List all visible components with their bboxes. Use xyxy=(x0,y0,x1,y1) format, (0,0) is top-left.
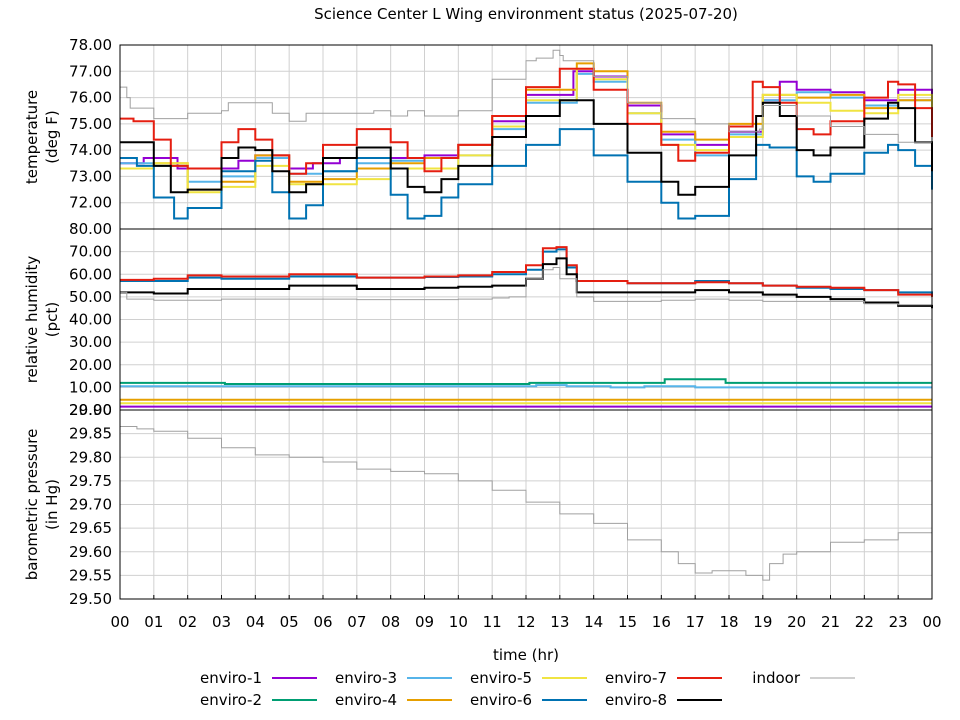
x-tick-label: 00 xyxy=(110,613,129,631)
legend-label-enviro-1: enviro-1 xyxy=(200,669,262,687)
chart-title: Science Center L Wing environment status… xyxy=(314,5,738,23)
legend-label-enviro-3: enviro-3 xyxy=(335,669,397,687)
series-line-enviro-7-humidity xyxy=(120,246,933,297)
y-tick-label: 78.00 xyxy=(69,36,112,54)
x-tick-label: 02 xyxy=(178,613,197,631)
x-tick-label: 07 xyxy=(347,613,366,631)
x-tick-label: 00 xyxy=(922,613,941,631)
y-tick-label: 77.00 xyxy=(69,62,112,80)
y-tick-label: 73.00 xyxy=(69,167,112,185)
series-line-indoor-temperature xyxy=(120,49,933,151)
y-axis-label-pressure: barometric pressure xyxy=(23,429,41,581)
x-tick-label: 23 xyxy=(889,613,908,631)
x-tick-label: 21 xyxy=(821,613,840,631)
x-tick-label: 09 xyxy=(415,613,434,631)
x-tick-label: 08 xyxy=(381,613,400,631)
y-tick-label: 40.00 xyxy=(69,311,112,329)
y-tick-label: 74.00 xyxy=(69,141,112,159)
y-tick-label: 29.75 xyxy=(69,472,112,490)
series-lines xyxy=(120,49,933,581)
y-tick-label: 60.00 xyxy=(69,265,112,283)
x-tick-label: 10 xyxy=(449,613,468,631)
x-tick-label: 22 xyxy=(855,613,874,631)
x-tick-label: 16 xyxy=(652,613,671,631)
series-line-enviro-2-humidity xyxy=(120,378,932,385)
legend-label-enviro-5: enviro-5 xyxy=(470,669,532,687)
y-tick-label: 72.00 xyxy=(69,194,112,212)
y-tick-label: 76.00 xyxy=(69,89,112,107)
y-tick-label: 29.60 xyxy=(69,543,112,561)
legend-label-enviro-8: enviro-8 xyxy=(605,691,667,709)
series-line-enviro-7-temperature xyxy=(120,67,933,175)
y-tick-label: 30.00 xyxy=(69,333,112,351)
y-tick-label-overlap: 80.00 xyxy=(69,220,112,238)
y-tick-label: 29.85 xyxy=(69,425,112,443)
y-axis-label-humidity: relative humidity xyxy=(23,256,41,384)
x-tick-label: 18 xyxy=(719,613,738,631)
y-tick-label-overlap: 29.90 xyxy=(69,401,112,419)
y-axis-labels: temperature (deg F) relative humidity (pct)… xyxy=(23,90,61,580)
y-tick-label: 29.50 xyxy=(69,590,112,608)
x-tick-label: 12 xyxy=(516,613,535,631)
series-line-enviro-6-humidity xyxy=(120,248,933,295)
y-tick-label: 70.00 xyxy=(69,243,112,261)
x-tick-label: 01 xyxy=(144,613,163,631)
series-line-enviro-8-temperature xyxy=(120,99,933,196)
x-tick-label: 13 xyxy=(550,613,569,631)
y-tick-label: 75.00 xyxy=(69,115,112,133)
legend: enviro-1 enviro-2 enviro-3 enviro-4 enviro-5… xyxy=(200,669,855,709)
y-tick-labels: 72.00 73.00 74.00 75.00 76.00 77.00 78.00 80.00… xyxy=(69,36,112,608)
y-axis-label-temperature: (deg F) xyxy=(43,110,61,163)
y-axis-label-temperature: temperature xyxy=(23,90,41,184)
x-tick-label: 04 xyxy=(246,613,265,631)
y-tick-label: 29.80 xyxy=(69,448,112,466)
x-tick-label: 05 xyxy=(280,613,299,631)
y-tick-label-overlap: 20.00 xyxy=(69,401,112,419)
legend-label-indoor: indoor xyxy=(752,669,801,687)
series-line-enviro-3-humidity xyxy=(120,384,932,389)
legend-label-enviro-2: enviro-2 xyxy=(200,691,262,709)
x-tick-label: 20 xyxy=(787,613,806,631)
series-line-indoor-humidity xyxy=(120,267,933,306)
x-tick-label: 14 xyxy=(584,613,603,631)
x-tick-label: 17 xyxy=(686,613,705,631)
y-tick-label: 29.55 xyxy=(69,566,112,584)
panel-frames xyxy=(119,44,933,600)
y-tick-label: 50.00 xyxy=(69,288,112,306)
x-tick-labels: 00 01 02 03 04 05 06 07 08 09 10 11 12 13 14 15 16 17 18 19… xyxy=(110,613,941,631)
series-line-indoor-pressure xyxy=(120,426,933,581)
y-tick-label: 20.00 xyxy=(69,356,112,374)
y-axis-label-pressure: (in Hg) xyxy=(43,479,61,530)
x-tick-label: 11 xyxy=(483,613,502,631)
y-axis-label-humidity: (pct) xyxy=(43,302,61,337)
x-tick-label: 15 xyxy=(618,613,637,631)
x-tick-label: 06 xyxy=(313,613,332,631)
legend-label-enviro-6: enviro-6 xyxy=(470,691,532,709)
x-tick-label: 19 xyxy=(753,613,772,631)
legend-label-enviro-4: enviro-4 xyxy=(335,691,397,709)
series-line-enviro-6-temperature xyxy=(120,128,933,220)
legend-label-enviro-7: enviro-7 xyxy=(605,669,667,687)
y-tick-label: 29.70 xyxy=(69,496,112,514)
panel-frame-pressure xyxy=(119,409,933,600)
series-line-enviro-8-humidity xyxy=(120,257,933,309)
x-tick-label: 03 xyxy=(212,613,231,631)
y-tick-label: 29.65 xyxy=(69,519,112,537)
y-tick-label: 10.00 xyxy=(69,378,112,396)
x-axis-label: time (hr) xyxy=(493,646,559,664)
